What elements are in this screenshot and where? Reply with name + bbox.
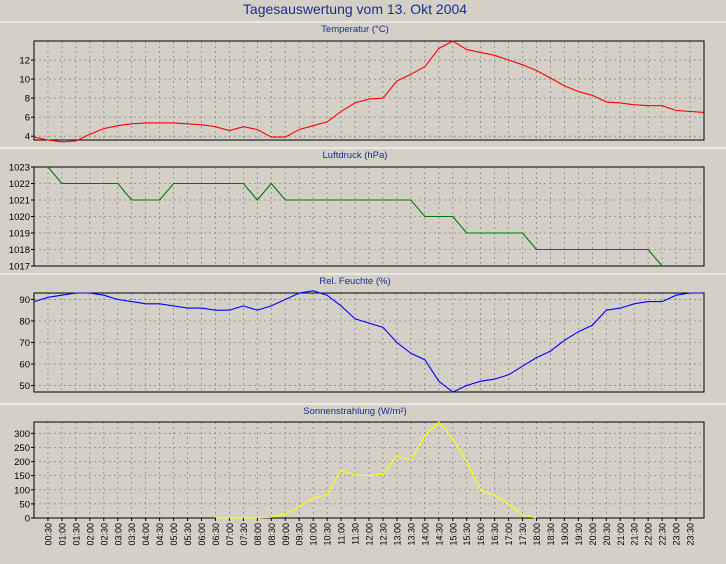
x-tick-label: 07:30	[239, 523, 249, 546]
x-tick-label: 10:00	[309, 523, 319, 546]
y-tick-label: 50	[19, 381, 30, 392]
x-tick-label: 12:30	[378, 523, 388, 546]
x-tick-label: 17:30	[518, 523, 528, 546]
x-tick-label: 08:30	[267, 523, 277, 546]
x-tick-label: 03:00	[113, 523, 123, 546]
y-tick-label: 1020	[9, 212, 30, 223]
chart-title: Rel. Feuchte (%)	[319, 276, 390, 287]
x-axis-time: 00:30 01:00 01:30 02:00 02:30 03:00 03:30 04:00…	[43, 518, 696, 546]
x-tick-label: 06:30	[211, 523, 221, 546]
x-tick-label: 11:00	[337, 523, 347, 545]
chart-title: Sonnenstrahlung (W/m²)	[303, 406, 406, 417]
x-tick-label: 06:00	[197, 523, 207, 546]
chart-pressure: Luftdruck (hPa) 1017 1018 1019 1020 1021 1022 1…	[0, 147, 726, 273]
x-tick-label: 02:30	[99, 523, 109, 546]
chart-humidity: Rel. Feuchte (%) 50 60 70 80 90	[0, 273, 726, 393]
x-tick-label: 16:00	[476, 523, 486, 546]
x-tick-label: 15:00	[448, 523, 458, 546]
x-tick-label: 09:30	[295, 523, 305, 546]
y-tick-label: 200	[14, 457, 30, 468]
x-tick-label: 07:00	[225, 523, 235, 546]
x-tick-label: 13:30	[406, 523, 416, 546]
y-tick-label: 4	[25, 132, 30, 143]
x-tick-label: 05:30	[183, 523, 193, 546]
x-tick-label: 20:30	[602, 523, 612, 546]
x-tick-label: 12:00	[365, 523, 375, 546]
y-tick-label: 12	[19, 56, 30, 67]
x-tick-label: 03:30	[127, 523, 137, 546]
y-tick-label: 10	[19, 75, 30, 86]
plot-area	[33, 292, 705, 393]
x-tick-label: 23:00	[672, 523, 682, 546]
x-tick-label: 14:00	[420, 523, 430, 546]
y-tick-label: 80	[19, 316, 30, 327]
x-tick-label: 21:30	[630, 523, 640, 546]
x-tick-label: 16:30	[490, 523, 500, 546]
x-tick-label: 11:30	[351, 523, 361, 545]
x-tick-label: 19:30	[574, 523, 584, 546]
series-line-radiation	[215, 421, 537, 519]
x-tick-label: 01:30	[71, 523, 81, 546]
y-tick-label: 70	[19, 338, 30, 349]
y-tick-label: 0	[25, 514, 30, 525]
y-tick-label: 150	[14, 471, 30, 482]
x-tick-label: 13:00	[392, 523, 402, 546]
x-tick-label: 14:30	[434, 523, 444, 546]
plot-area	[33, 166, 705, 267]
y-tick-label: 90	[19, 295, 30, 306]
x-tick-label: 01:00	[57, 523, 67, 546]
y-tick-label: 1023	[9, 163, 30, 174]
x-tick-label: 18:30	[546, 523, 556, 546]
y-tick-label: 1018	[9, 245, 30, 256]
y-tick-label: 50	[19, 499, 30, 510]
report-title: Tagesauswertung vom 13. Okt 2004	[243, 1, 467, 17]
series-line-humidity	[33, 290, 704, 393]
x-tick-label: 22:30	[658, 523, 668, 546]
x-tick-label: 02:00	[85, 523, 95, 546]
x-tick-label: 23:30	[686, 523, 696, 546]
series-line-temperature	[33, 40, 704, 143]
x-tick-label: 04:00	[141, 523, 151, 546]
y-tick-label: 1022	[9, 179, 30, 190]
y-tick-label: 300	[14, 429, 30, 440]
plot-area	[33, 40, 705, 141]
x-tick-label: 20:00	[588, 523, 598, 546]
y-tick-label: 60	[19, 360, 30, 371]
chart-title: Luftdruck (hPa)	[323, 150, 388, 161]
y-tick-label: 1021	[9, 196, 30, 207]
x-tick-label: 15:30	[462, 523, 472, 546]
x-tick-label: 19:00	[560, 523, 570, 546]
chart-title: Temperatur (°C)	[321, 24, 389, 35]
x-tick-label: 08:00	[253, 523, 263, 546]
chart-temperature: Temperatur (°C) 4 6 8 10 12	[0, 21, 726, 143]
y-tick-label: 8	[25, 94, 30, 105]
x-tick-label: 18:00	[532, 523, 542, 546]
chart-radiation: Sonnenstrahlung (W/m²) 0 50 100 150 200 250 300	[0, 403, 726, 525]
x-tick-label: 09:00	[281, 523, 291, 546]
series-line-pressure	[47, 166, 663, 267]
x-tick-label: 22:00	[644, 523, 654, 546]
x-tick-label: 00:30	[43, 523, 53, 546]
x-tick-label: 21:00	[616, 523, 626, 546]
y-tick-label: 250	[14, 443, 30, 454]
y-tick-label: 6	[25, 113, 30, 124]
x-tick-label: 17:00	[504, 523, 514, 546]
x-tick-label: 04:30	[155, 523, 165, 546]
chart-panels: Temperatur (°C) 4 6 8 10 12 Luftdruck (hPa) 101…	[0, 21, 726, 525]
y-tick-label: 100	[14, 485, 30, 496]
y-tick-label: 1019	[9, 229, 30, 240]
x-tick-label: 05:00	[169, 523, 179, 546]
y-tick-label: 1017	[9, 262, 30, 273]
x-tick-label: 10:30	[323, 523, 333, 546]
